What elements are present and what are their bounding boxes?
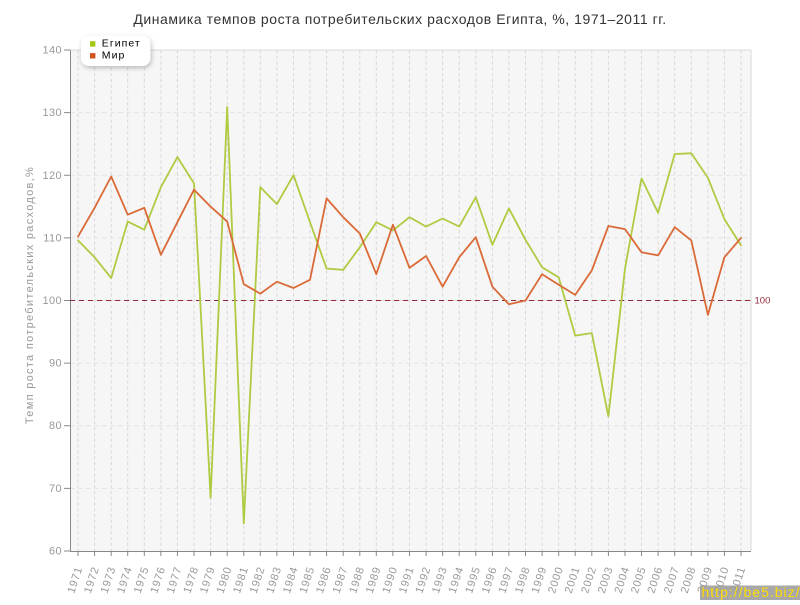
svg-text:Мир: Мир	[102, 49, 126, 61]
svg-text:Динамика темпов роста потребит: Динамика темпов роста потребительских ра…	[133, 11, 666, 27]
svg-text:80: 80	[49, 420, 62, 432]
svg-text:Темп роста потребительских рас: Темп роста потребительских расходов,%	[24, 166, 36, 424]
svg-text:100: 100	[42, 295, 62, 307]
svg-text:140: 140	[42, 45, 62, 57]
svg-text:60: 60	[49, 546, 62, 558]
svg-text:110: 110	[43, 232, 62, 244]
svg-text:http://be5.biz/: http://be5.biz/	[702, 584, 800, 600]
svg-text:120: 120	[42, 170, 62, 182]
svg-text:70: 70	[49, 483, 62, 495]
svg-text:130: 130	[42, 107, 62, 119]
svg-text:100: 100	[755, 296, 771, 307]
svg-text:Египет: Египет	[102, 38, 141, 50]
svg-text:90: 90	[49, 358, 62, 370]
